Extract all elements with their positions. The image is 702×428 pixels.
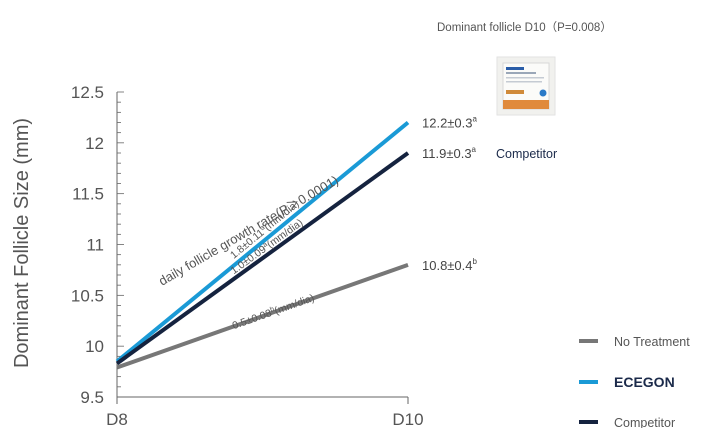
series-line-competitor <box>115 151 410 366</box>
axes: 9.5 10 10.5 11 11.5 12 12.5 D8 D10 <box>71 83 424 428</box>
series-line-ecegon <box>115 120 410 363</box>
series-group <box>115 120 410 370</box>
legend-label: No Treatment <box>614 335 690 349</box>
y-tick-label: 10 <box>85 337 104 356</box>
legend-label: Competitor <box>614 416 675 428</box>
end-value-label: 12.2±0.3a <box>422 115 478 131</box>
legend-label: ECEGON <box>614 374 675 390</box>
product-package-icon <box>496 56 556 116</box>
growth-rate-annotation: daily follicle growth rate(P＞0.0001) <box>156 172 341 288</box>
end-value-label: 11.9±0.3a <box>422 145 477 161</box>
y-tick-label: 10.5 <box>71 286 104 305</box>
x-tick-label: D10 <box>392 410 423 428</box>
y-tick-label: 11 <box>86 236 104 255</box>
chart-title: Dominant follicle D10（P=0.008） <box>437 21 612 34</box>
x-tick-label: D8 <box>106 410 128 428</box>
legend: No Treatment ECEGON Competitor <box>579 335 690 428</box>
competitor-label: Competitor <box>496 147 557 161</box>
rate-label: 0.5±0.08b(mm/dia) <box>231 292 316 332</box>
y-tick-label: 9.5 <box>80 388 104 407</box>
y-tick-label: 11.5 <box>72 185 104 204</box>
end-value-label: 10.8±0.4b <box>422 257 478 273</box>
labels-group: 12.2±0.3a1.8±0.11a(mm/dia)11.9±0.3a1.0±0… <box>228 115 557 333</box>
series-line-no-treatment <box>116 262 409 370</box>
y-axis-label: Dominant Follicle Size (mm) <box>11 118 33 368</box>
y-tick-label: 12.5 <box>71 83 104 102</box>
y-tick-label: 12 <box>85 134 104 153</box>
